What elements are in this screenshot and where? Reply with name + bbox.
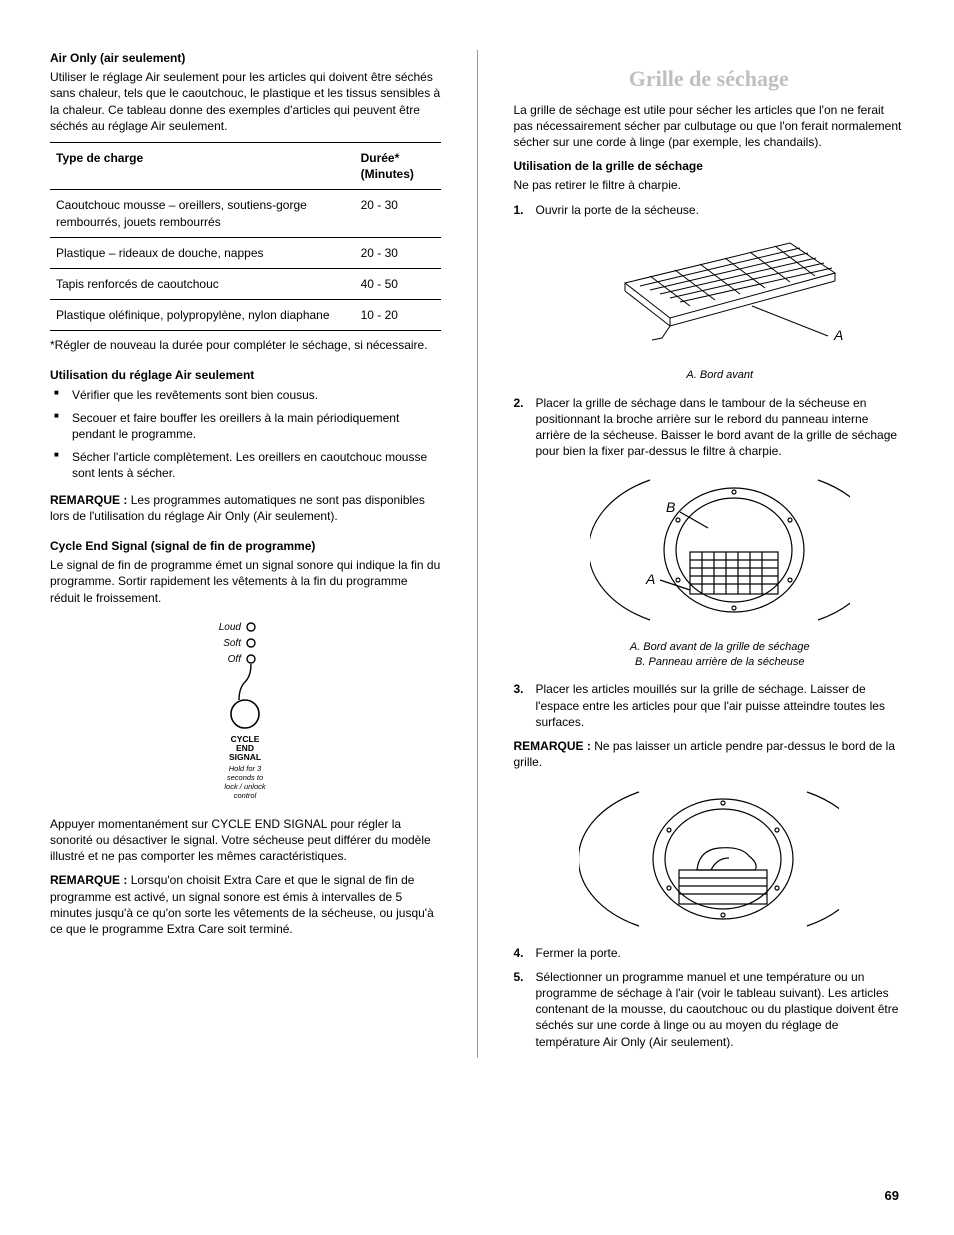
cycle-end-heading: Cycle End Signal (signal de fin de progr…: [50, 538, 441, 554]
step-5: 5.Sélectionner un programme manuel et un…: [514, 969, 905, 1050]
fig2-caption: A. Bord avant de la grille de séchage B.…: [536, 640, 905, 670]
cycle-end-intro: Le signal de fin de programme émet un si…: [50, 557, 441, 606]
rack-figure-2: B A: [536, 470, 905, 634]
table-row: Caoutchouc mousse – oreillers, soutiens-…: [50, 190, 441, 237]
cycle-end-remark: REMARQUE : Lorsqu'on choisit Extra Care …: [50, 872, 441, 937]
right-column: Grille de séchage La grille de séchage e…: [514, 50, 905, 1058]
table-header-duration: Durée* (Minutes): [355, 142, 441, 189]
svg-text:A: A: [645, 571, 655, 587]
step-1: 1.Ouvrir la porte de la sécheuse.: [514, 202, 905, 383]
section-title: Grille de séchage: [514, 64, 905, 94]
svg-text:lock / unlock: lock / unlock: [225, 782, 268, 791]
step-3: 3.Placer les articles mouillés sur la gr…: [514, 681, 905, 730]
table-footnote: *Régler de nouveau la durée pour complét…: [50, 337, 441, 353]
svg-text:SIGNAL: SIGNAL: [229, 752, 261, 762]
svg-text:Hold for 3: Hold for 3: [229, 764, 262, 773]
air-only-heading: Air Only (air seulement): [50, 50, 441, 66]
grille-intro: La grille de séchage est utile pour séch…: [514, 102, 905, 151]
air-usage-list: Vérifier que les revêtements sont bien c…: [50, 387, 441, 482]
page-number: 69: [885, 1187, 899, 1205]
table-header-type: Type de charge: [50, 142, 355, 189]
remark-label: REMARQUE :: [514, 739, 591, 753]
grille-remark: REMARQUE : Ne pas laisser un article pen…: [514, 738, 905, 770]
step-4: 4.Fermer la porte.: [514, 945, 905, 961]
steps-list-cont: 4.Fermer la porte. 5.Sélectionner un pro…: [514, 945, 905, 1050]
svg-text:control: control: [234, 791, 257, 800]
air-only-table: Type de charge Durée* (Minutes) Caoutcho…: [50, 142, 441, 331]
rack-figure-3: [514, 784, 905, 938]
table-row: Tapis renforcés de caoutchouc 40 - 50: [50, 268, 441, 299]
step-2: 2.Placer la grille de séchage dans le ta…: [514, 395, 905, 670]
table-row: Plastique oléfinique, polypropylène, nyl…: [50, 300, 441, 331]
air-usage-heading: Utilisation du réglage Air seulement: [50, 367, 441, 383]
column-divider: [477, 50, 478, 1058]
grille-usage-heading: Utilisation de la grille de séchage: [514, 158, 905, 174]
svg-text:B: B: [666, 499, 675, 515]
list-item: Vérifier que les revêtements sont bien c…: [50, 387, 441, 403]
svg-text:Loud: Loud: [219, 622, 242, 633]
fig1-caption: A. Bord avant: [536, 368, 905, 383]
cycle-end-after-fig: Appuyer momentanément sur CYCLE END SIGN…: [50, 816, 441, 865]
rack-figure-1: A: [536, 228, 905, 362]
no-remove-text: Ne pas retirer le filtre à charpie.: [514, 177, 905, 193]
list-item: Secouer et faire bouffer les oreillers à…: [50, 410, 441, 442]
remark-label: REMARQUE :: [50, 873, 127, 887]
left-column: Air Only (air seulement) Utiliser le rég…: [50, 50, 441, 1058]
air-remark: REMARQUE : Les programmes automatiques n…: [50, 492, 441, 524]
svg-text:Off: Off: [228, 654, 243, 665]
svg-text:seconds to: seconds to: [227, 773, 263, 782]
svg-text:A: A: [833, 327, 843, 343]
steps-list: 1.Ouvrir la porte de la sécheuse.: [514, 202, 905, 730]
air-only-intro: Utiliser le réglage Air seulement pour l…: [50, 69, 441, 134]
svg-text:Soft: Soft: [223, 638, 242, 649]
remark-label: REMARQUE :: [50, 493, 127, 507]
list-item: Sécher l'article complètement. Les oreil…: [50, 449, 441, 481]
table-row: Plastique – rideaux de douche, nappes 20…: [50, 237, 441, 268]
cycle-end-figure: Loud Soft Off CYCLE END SIGNAL Hold for …: [50, 616, 441, 810]
